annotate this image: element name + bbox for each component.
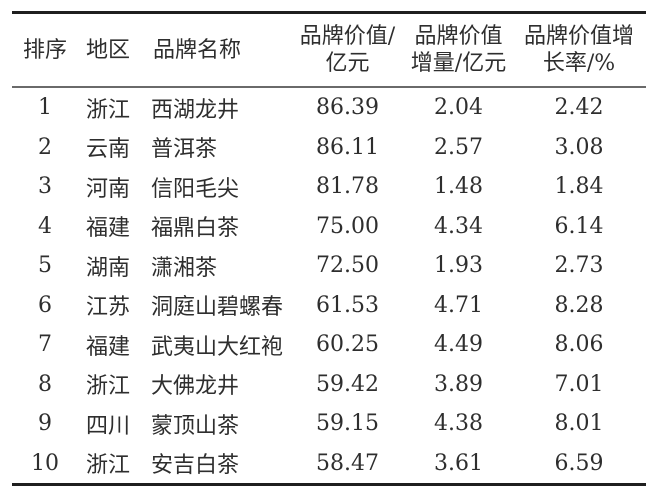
cell-rank: 7 bbox=[38, 332, 52, 358]
cell-region: 福建 bbox=[85, 216, 130, 242]
brand-value-table: 排序 地区 品牌名称 品牌价值/ 亿元 品牌价值 增量/亿元 品牌价值增 长率/… bbox=[12, 11, 646, 486]
table-row: 10 浙江 安吉白茶 58.47 3.61 6.59 bbox=[12, 444, 646, 485]
cell-value-increment: 4.34 bbox=[434, 213, 483, 239]
cell-brand-name: 安吉白茶 bbox=[151, 453, 240, 479]
brand-value-table-container: 排序 地区 品牌名称 品牌价值/ 亿元 品牌价值 增量/亿元 品牌价值增 长率/… bbox=[12, 11, 646, 486]
cell-rank: 8 bbox=[38, 371, 52, 397]
cell-brand-value: 60.25 bbox=[316, 332, 379, 358]
header-rank: 排序 bbox=[22, 37, 67, 63]
cell-value-increment: 4.71 bbox=[434, 292, 483, 318]
table-row: 1 浙江 西湖龙井 86.39 2.04 2.42 bbox=[12, 87, 646, 128]
header-row: 排序 地区 品牌名称 品牌价值/ 亿元 品牌价值 增量/亿元 品牌价值增 长率/… bbox=[12, 13, 646, 88]
header-growth-rate: 品牌价值增 长率/% bbox=[512, 13, 646, 88]
cell-region: 四川 bbox=[85, 413, 130, 439]
header-value-increment: 品牌价值 增量/亿元 bbox=[405, 13, 512, 88]
cell-brand-value: 86.39 bbox=[316, 95, 379, 121]
table-row: 7 福建 武夷山大红袍 60.25 4.49 8.06 bbox=[12, 325, 646, 365]
cell-value-increment: 1.48 bbox=[434, 174, 483, 200]
cell-brand-value: 81.78 bbox=[316, 174, 379, 200]
cell-rank: 1 bbox=[38, 95, 52, 121]
cell-value-increment: 2.57 bbox=[434, 134, 483, 160]
cell-brand-value: 86.11 bbox=[316, 134, 379, 160]
cell-region: 江苏 bbox=[85, 295, 130, 321]
header-brand-name: 品牌名称 bbox=[153, 37, 242, 63]
header-brand-value-line2: 亿元 bbox=[325, 51, 370, 76]
cell-rank: 2 bbox=[38, 134, 52, 160]
table-row: 2 云南 普洱茶 86.11 2.57 3.08 bbox=[12, 128, 646, 168]
cell-brand-name: 蒙顶山茶 bbox=[151, 413, 240, 439]
cell-rank: 6 bbox=[38, 292, 52, 318]
cell-brand-value: 59.15 bbox=[316, 411, 379, 437]
cell-brand-name: 武夷山大红袍 bbox=[151, 334, 284, 360]
table-row: 5 湖南 潇湘茶 72.50 1.93 2.73 bbox=[12, 246, 646, 286]
header-brand-value-line1: 品牌价值/ bbox=[299, 24, 396, 49]
table-header: 排序 地区 品牌名称 品牌价值/ 亿元 品牌价值 增量/亿元 品牌价值增 长率/… bbox=[12, 13, 646, 88]
table-row: 3 河南 信阳毛尖 81.78 1.48 1.84 bbox=[12, 167, 646, 207]
cell-growth-rate: 8.06 bbox=[554, 332, 604, 358]
cell-growth-rate: 3.08 bbox=[554, 134, 604, 160]
cell-rank: 3 bbox=[38, 174, 52, 200]
header-growth-rate-line1: 品牌价值增 bbox=[523, 24, 634, 49]
cell-brand-name: 潇湘茶 bbox=[151, 255, 218, 281]
cell-value-increment: 4.38 bbox=[434, 411, 483, 437]
header-brand-value: 品牌价值/ 亿元 bbox=[290, 13, 405, 88]
cell-growth-rate: 2.73 bbox=[554, 253, 604, 279]
table-row: 8 浙江 大佛龙井 59.42 3.89 7.01 bbox=[12, 365, 646, 405]
cell-growth-rate: 6.59 bbox=[554, 450, 604, 476]
cell-growth-rate: 8.01 bbox=[554, 411, 604, 437]
cell-growth-rate: 1.84 bbox=[554, 174, 604, 200]
cell-brand-value: 59.42 bbox=[316, 371, 379, 397]
cell-growth-rate: 8.28 bbox=[554, 292, 604, 318]
cell-brand-name: 普洱茶 bbox=[151, 137, 218, 163]
cell-value-increment: 3.61 bbox=[434, 450, 483, 476]
header-value-increment-line1: 品牌价值 bbox=[414, 24, 503, 49]
cell-brand-name: 大佛龙井 bbox=[151, 374, 240, 400]
header-value-increment-line2: 增量/亿元 bbox=[410, 51, 507, 76]
cell-rank: 10 bbox=[31, 450, 59, 476]
cell-rank: 5 bbox=[38, 253, 52, 279]
table-body: 1 浙江 西湖龙井 86.39 2.04 2.42 2 云南 普洱茶 86.11 2.57 3.08 3… bbox=[12, 87, 646, 485]
cell-value-increment: 3.89 bbox=[434, 371, 483, 397]
cell-brand-name: 西湖龙井 bbox=[151, 97, 240, 123]
cell-growth-rate: 2.42 bbox=[554, 95, 604, 121]
cell-growth-rate: 6.14 bbox=[554, 213, 604, 239]
cell-growth-rate: 7.01 bbox=[554, 371, 604, 397]
cell-region: 福建 bbox=[85, 334, 130, 360]
cell-value-increment: 1.93 bbox=[434, 253, 483, 279]
cell-brand-value: 72.50 bbox=[316, 253, 379, 279]
cell-value-increment: 2.04 bbox=[434, 95, 483, 121]
cell-region: 浙江 bbox=[85, 97, 130, 123]
cell-brand-value: 75.00 bbox=[316, 213, 379, 239]
cell-region: 湖南 bbox=[85, 255, 130, 281]
cell-region: 浙江 bbox=[85, 453, 130, 479]
cell-brand-value: 58.47 bbox=[316, 450, 379, 476]
header-region: 地区 bbox=[85, 37, 130, 63]
cell-region: 河南 bbox=[85, 176, 130, 202]
cell-rank: 4 bbox=[38, 213, 52, 239]
cell-brand-value: 61.53 bbox=[316, 292, 379, 318]
table-row: 9 四川 蒙顶山茶 59.15 4.38 8.01 bbox=[12, 404, 646, 444]
cell-brand-name: 信阳毛尖 bbox=[151, 176, 240, 202]
cell-value-increment: 4.49 bbox=[434, 332, 483, 358]
cell-region: 云南 bbox=[85, 137, 130, 163]
cell-rank: 9 bbox=[38, 411, 52, 437]
table-row: 6 江苏 洞庭山碧螺春 61.53 4.71 8.28 bbox=[12, 286, 646, 326]
header-growth-rate-line2: 长率/% bbox=[542, 51, 616, 76]
cell-brand-name: 福鼎白茶 bbox=[151, 216, 240, 242]
table-row: 4 福建 福鼎白茶 75.00 4.34 6.14 bbox=[12, 207, 646, 247]
cell-region: 浙江 bbox=[85, 374, 130, 400]
cell-brand-name: 洞庭山碧螺春 bbox=[151, 295, 284, 321]
